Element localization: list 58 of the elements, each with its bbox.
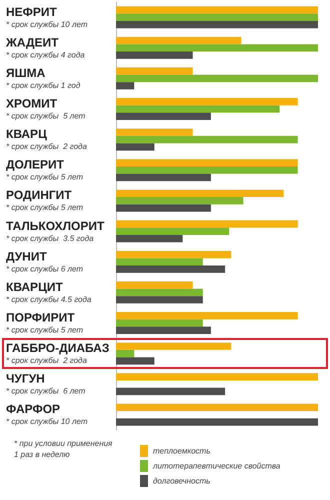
bar (116, 159, 298, 166)
legend-label: долговечность (153, 476, 210, 486)
bar (116, 174, 211, 182)
y-tick-label: ТАЛЬКОХЛОРИТ * срок службы 3.5 года (6, 218, 106, 243)
bar (116, 281, 193, 289)
bar (116, 357, 154, 365)
text: * при условии применения 1 раз в неделю (14, 439, 114, 459)
y-tick-label: ГАББРО-ДИАБАЗ * срок службы 2 года (6, 341, 110, 366)
bar (116, 220, 298, 228)
bar (116, 404, 318, 412)
bar (116, 74, 318, 82)
bar (116, 234, 183, 242)
bar (116, 258, 203, 266)
legend-label: литотерапевтические свойства (152, 462, 281, 470)
bar (116, 312, 298, 320)
y-tick-label: ЖАДЕИТ * срок службы 4 года (5, 35, 86, 60)
y-tick-label: ЧУГУН * срок службы 6 лет (6, 372, 86, 396)
y-tick-label: РОДИНГИТ * срок службы 5 лет (6, 188, 84, 212)
bar (116, 250, 232, 258)
bar (116, 36, 242, 44)
bar (116, 266, 226, 273)
bar (116, 143, 154, 151)
bar (116, 6, 318, 14)
bar (116, 14, 318, 21)
y-tick-label: НЕФРИТ * срок службы 10 лет (6, 4, 88, 29)
y-tick-label: ФАРФОР * срок службы 10 лет (6, 402, 88, 426)
bar (116, 67, 193, 75)
bar (116, 190, 284, 198)
bar (116, 319, 203, 327)
bar (116, 105, 280, 113)
bar (116, 296, 203, 304)
bar (116, 373, 318, 380)
y-tick-label: ХРОМИТ * срок службы 5 лет (6, 96, 86, 120)
y-tick-label: ДУНИТ * срок службы 6 лет (6, 249, 84, 274)
y-tick-label: ДОЛЕРИТ * срок службы 5 лет (6, 158, 84, 182)
legend-label: теплоемкость (153, 446, 210, 456)
bar (116, 82, 134, 90)
y-tick-label: КВАРЦИТ * срок службы 4.5 года (6, 280, 92, 304)
bar (116, 98, 298, 106)
bar (116, 228, 230, 235)
bar (116, 418, 318, 426)
bar (116, 166, 298, 174)
bar (116, 326, 211, 334)
bar (116, 52, 193, 59)
bar (116, 388, 226, 396)
y-tick-label: ЯШМА * срок службы 1 год (6, 66, 81, 90)
bar (116, 197, 244, 204)
bar (116, 112, 211, 120)
bar (116, 44, 318, 52)
bar (116, 136, 298, 144)
bar (116, 204, 211, 212)
bar (116, 128, 193, 136)
bar (116, 20, 318, 28)
bar (116, 288, 203, 296)
bar (116, 342, 232, 350)
y-tick-label: КВАРЦ * срок службы 2 года (6, 127, 88, 152)
bar (116, 350, 134, 358)
y-tick-label: ПОРФИРИТ * срок службы 5 лет (6, 310, 84, 334)
